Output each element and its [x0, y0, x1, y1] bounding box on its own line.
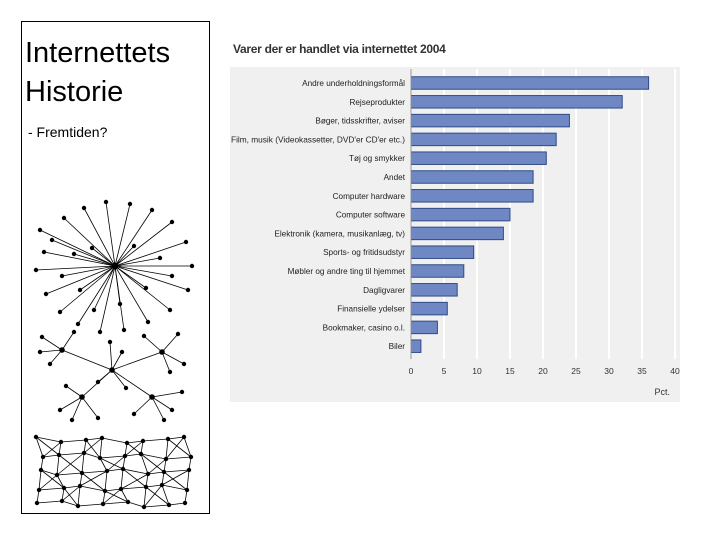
category-label: Sports- og fritidsudstyr	[323, 248, 405, 257]
category-label: Møbler og andre ting til hjemmet	[288, 267, 406, 276]
network-topologies-illustration	[33, 199, 195, 510]
bar	[410, 76, 650, 90]
x-tick-label: 15	[505, 366, 515, 376]
x-tick-label: 25	[571, 366, 581, 376]
category-label: Biler	[389, 342, 406, 351]
bar-chart: 0 5 10 15 20 25 30 35 40 Andre underholdningsform…	[230, 67, 680, 402]
bar	[410, 95, 623, 109]
bar	[410, 226, 504, 241]
slide-subtitle: - Fremtiden?	[28, 124, 108, 140]
category-label: Tøj og smykker	[349, 154, 405, 163]
category-label: Bøger, tidsskrifter, aviser	[315, 117, 405, 126]
bar	[410, 207, 511, 222]
decentralized-network	[37, 329, 187, 423]
bar	[410, 264, 465, 278]
bar	[410, 301, 448, 316]
centralized-network	[33, 199, 195, 335]
category-label: Bookmaker, casino o.l.	[323, 323, 405, 332]
x-tick-label: 20	[538, 366, 548, 376]
category-label: Finansielle ydelser	[337, 305, 405, 314]
category-label: Dagligvarer	[363, 286, 405, 295]
category-label: Film, musik (Videokassetter, DVD'er CD'e…	[231, 135, 405, 144]
bar	[410, 339, 422, 353]
bar	[410, 283, 458, 297]
bar	[410, 245, 475, 259]
x-axis-label: Pct.	[654, 387, 670, 397]
x-tick-label: 10	[472, 366, 482, 376]
distributed-network	[33, 434, 194, 510]
category-label: Andre underholdningsformål	[302, 78, 405, 88]
category-label: Rejseprodukter	[349, 98, 405, 107]
bar	[410, 113, 570, 128]
x-tick-label: 5	[442, 366, 447, 376]
x-tick-label: 0	[409, 366, 414, 376]
slide-title: Internettets Historie	[25, 34, 170, 112]
category-label: Andet	[384, 173, 406, 182]
chart-title: Varer der er handlet via internettet 200…	[233, 42, 446, 56]
bar	[410, 320, 438, 335]
x-tick-label: 35	[637, 366, 647, 376]
x-tick-label: 30	[604, 366, 614, 376]
slide-title-line2: Historie	[25, 76, 124, 108]
bar	[410, 170, 534, 184]
bar	[410, 151, 547, 165]
x-tick-label: 40	[670, 366, 680, 376]
bar	[410, 189, 534, 203]
network-illustration-panel: Internettets Historie - Fremtiden?	[21, 21, 210, 514]
slide-title-line1: Internettets	[25, 37, 171, 69]
category-label: Computer hardware	[333, 192, 406, 201]
bar	[410, 132, 557, 147]
category-label: Elektronik (kamera, musikanlæg, tv)	[274, 229, 405, 238]
category-label: Computer software	[336, 211, 406, 220]
